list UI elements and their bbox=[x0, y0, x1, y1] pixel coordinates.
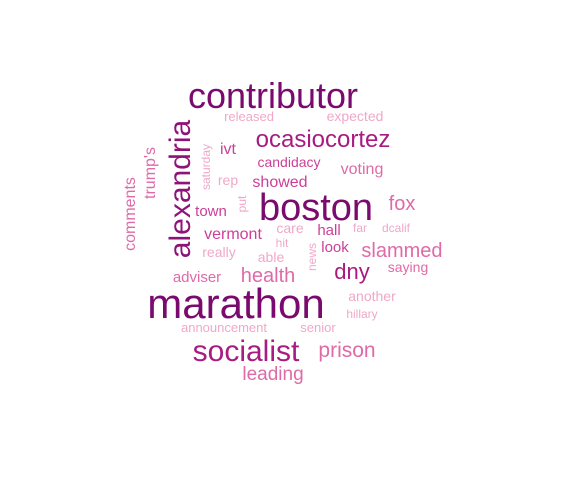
word-far: far bbox=[353, 221, 367, 235]
word-socialist: socialist bbox=[193, 335, 300, 368]
word-voting: voting bbox=[341, 161, 384, 178]
word-saturday: saturday bbox=[199, 144, 213, 190]
word-marathon: marathon bbox=[147, 280, 324, 327]
word-put: put bbox=[235, 195, 249, 212]
word-showed: showed bbox=[252, 174, 307, 191]
word-dcalif: dcalif bbox=[382, 221, 411, 235]
word-prison: prison bbox=[318, 339, 375, 362]
word-town: town bbox=[195, 203, 227, 220]
word-fox: fox bbox=[389, 193, 416, 215]
word-hall: hall bbox=[317, 222, 340, 239]
word-boston: boston bbox=[259, 187, 373, 229]
word-senior: senior bbox=[300, 320, 336, 335]
word-saying: saying bbox=[388, 259, 428, 275]
word-contributor: contributor bbox=[188, 75, 358, 116]
word-ocasiocortez: ocasiocortez bbox=[256, 126, 391, 153]
word-news: news bbox=[305, 243, 319, 271]
word-released: released bbox=[224, 109, 274, 124]
word-announcement: announcement bbox=[181, 320, 267, 335]
word-comments: comments bbox=[122, 177, 139, 251]
word-another: another bbox=[348, 288, 396, 304]
word-slammed: slammed bbox=[361, 240, 442, 262]
word-adviser: adviser bbox=[173, 269, 221, 286]
word-really: really bbox=[202, 244, 235, 260]
word-care: care bbox=[276, 220, 303, 236]
word-look: look bbox=[321, 239, 349, 256]
word-rep: rep bbox=[218, 172, 238, 188]
word-leading: leading bbox=[242, 364, 303, 385]
word-hit: hit bbox=[276, 236, 289, 250]
word-ivt: ivt bbox=[220, 141, 237, 158]
word-candidacy: candidacy bbox=[257, 154, 320, 170]
word-health: health bbox=[241, 265, 296, 287]
word-vermont: vermont bbox=[204, 226, 262, 243]
word-hillary: hillary bbox=[346, 307, 377, 321]
word-trumps: trump's bbox=[142, 147, 159, 199]
word-expected: expected bbox=[327, 108, 384, 124]
word-dny: dny bbox=[334, 259, 369, 284]
word-able: able bbox=[258, 249, 285, 265]
word-alexandria: alexandria bbox=[164, 119, 197, 258]
